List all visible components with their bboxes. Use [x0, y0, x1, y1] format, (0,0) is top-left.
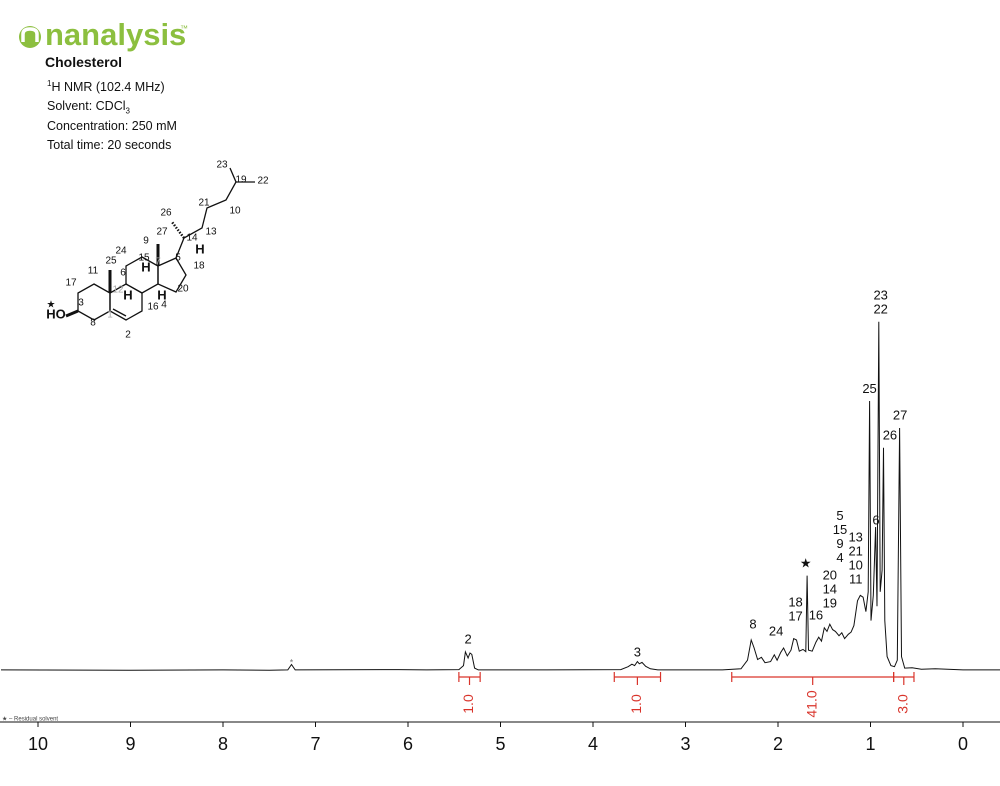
- atom-label: 1: [107, 310, 113, 321]
- text: Solvent: CDCl: [47, 99, 126, 113]
- atom-label: 10: [229, 206, 241, 217]
- atom-label: 23: [216, 160, 228, 171]
- atom-label: 18: [193, 261, 205, 272]
- peak-label: 10: [848, 558, 862, 573]
- x-tick-label: 9: [125, 734, 135, 754]
- x-tick-label: 3: [680, 734, 690, 754]
- integral-label: 1.0: [628, 694, 644, 714]
- peak-label: 18: [788, 594, 802, 609]
- atom-label: 7: [155, 257, 161, 268]
- atom-label: 26: [160, 208, 172, 219]
- x-tick-label: 1: [865, 734, 875, 754]
- peak-label: 26: [883, 428, 897, 443]
- peak-label: 15: [833, 522, 847, 537]
- integral-label: 1.0: [460, 694, 476, 714]
- atom-label: HO: [46, 306, 66, 321]
- peak-label: 20: [823, 567, 837, 582]
- atom-label: 15: [138, 253, 150, 264]
- peak-label: 19: [823, 595, 837, 610]
- atom-label: 3: [78, 298, 84, 309]
- peak-label: ★: [800, 555, 812, 570]
- x-tick-label: 8: [218, 734, 228, 754]
- peak-label: 22: [873, 302, 887, 317]
- atom-label: 25: [105, 256, 117, 267]
- peak-label: 8: [749, 617, 756, 632]
- nmr-line: 1H NMR (102.4 MHz): [47, 79, 165, 94]
- trademark: ™: [180, 24, 188, 33]
- atom-label: 20: [177, 284, 189, 295]
- solvent-line: Solvent: CDCl3: [47, 99, 130, 116]
- x-tick-label: 6: [403, 734, 413, 754]
- spectrum: [0, 321, 1000, 671]
- text: H NMR (102.4 MHz): [51, 80, 165, 95]
- peak-label: 21: [848, 544, 862, 559]
- x-tick-label: 0: [958, 734, 968, 754]
- peak-label: 23: [873, 288, 887, 303]
- subscript: 3: [125, 106, 130, 116]
- peak-label: 13: [848, 530, 862, 545]
- atom-label: 24: [115, 246, 127, 257]
- superscript: 1: [47, 79, 52, 88]
- atom-label: 5: [175, 253, 181, 264]
- atom-label: H: [157, 287, 166, 302]
- integral-label: 3.0: [895, 694, 911, 714]
- atom-label: 12: [112, 285, 124, 296]
- atom-label: 2: [125, 330, 131, 341]
- peak-label: 14: [823, 581, 837, 596]
- atom-label: 27: [156, 227, 168, 238]
- peak-label: 11: [849, 572, 863, 587]
- logo: nanalysis: [45, 17, 186, 52]
- x-tick-label: 5: [495, 734, 505, 754]
- molecule-bonds: [65, 167, 255, 321]
- peak-label: 6: [872, 513, 879, 528]
- atom-label: 19: [235, 175, 247, 186]
- peak-label: 16: [809, 608, 823, 623]
- title: Cholesterol: [45, 54, 123, 70]
- atom-label: ★: [47, 300, 56, 311]
- atom-label: 6: [120, 268, 126, 279]
- footnote: ★ – Residual solvent: [2, 716, 58, 723]
- atom-label: 16: [147, 302, 159, 313]
- atom-label: 11: [88, 266, 99, 277]
- atom-label: 4: [161, 300, 167, 311]
- peak-label: 4: [836, 550, 843, 565]
- atom-label: 13: [205, 227, 217, 238]
- atom-label: 9: [143, 236, 149, 247]
- concentration: Concentration: 250 mM: [47, 119, 177, 133]
- atom-label: 14: [186, 233, 198, 244]
- atom-label: 22: [257, 176, 269, 187]
- atom-label: H: [141, 259, 150, 274]
- solvent-marker: *: [290, 657, 294, 667]
- x-tick-label: 2: [773, 734, 783, 754]
- x-tick-label: 4: [588, 734, 598, 754]
- peak-label: 24: [769, 623, 783, 638]
- total-time: Total time: 20 seconds: [47, 138, 172, 152]
- peak-label: 9: [836, 536, 843, 551]
- peak-label: 2: [465, 631, 472, 646]
- integral-label: 41.0: [803, 690, 819, 717]
- peak-label: 17: [788, 608, 802, 623]
- peak-label: 5: [836, 508, 843, 523]
- peak-label: 3: [634, 644, 641, 659]
- atom-label: 21: [198, 198, 210, 209]
- x-tick-label: 10: [28, 734, 48, 754]
- logo-icon: [19, 26, 41, 48]
- atom-label: H: [123, 287, 132, 302]
- peak-label: 27: [893, 407, 907, 422]
- atom-label: 8: [90, 318, 96, 329]
- x-tick-label: 7: [310, 734, 320, 754]
- atom-label: 17: [65, 278, 77, 289]
- peak-label: 25: [862, 381, 876, 396]
- atom-label: H: [195, 241, 204, 256]
